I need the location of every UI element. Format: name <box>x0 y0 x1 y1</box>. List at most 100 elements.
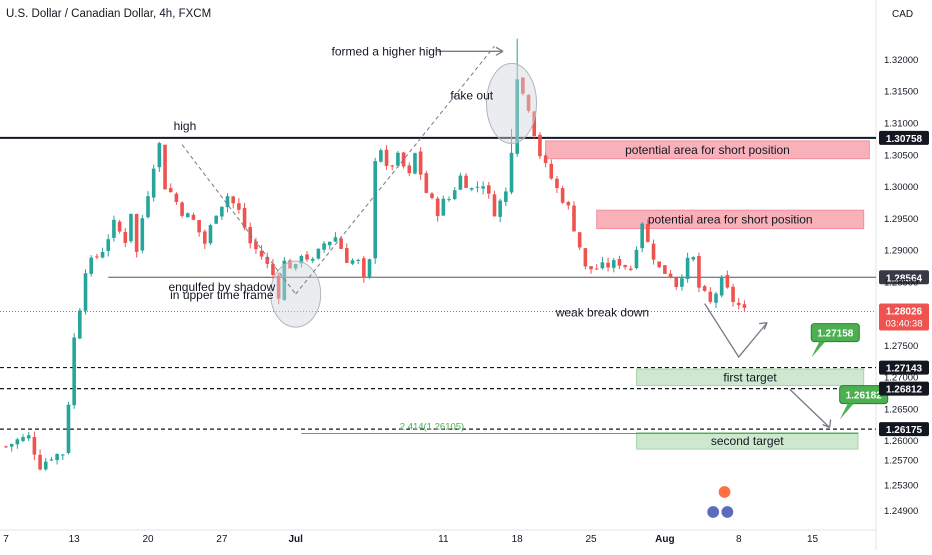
short-zone[interactable] <box>596 209 865 230</box>
candle-body <box>509 152 514 193</box>
candle-body <box>685 257 690 279</box>
target-zone[interactable] <box>635 368 865 387</box>
candle-body <box>163 144 167 190</box>
y-tick-label: 1.31500 <box>884 87 918 98</box>
candle-body <box>4 446 8 448</box>
candle-body <box>208 225 213 244</box>
candle-body <box>617 259 622 266</box>
candle-body <box>418 151 423 175</box>
candle-body <box>140 218 145 251</box>
candle-body <box>469 187 474 190</box>
fake-out-note: fake out <box>450 88 493 102</box>
candle-body <box>265 256 270 264</box>
zone-label: potential area for short position <box>625 143 790 157</box>
y-tick-label: 1.28500 <box>884 277 918 288</box>
candle-body <box>276 275 281 299</box>
candle-body <box>151 168 156 198</box>
candle-body <box>100 251 105 258</box>
candle-body <box>49 459 54 461</box>
projection-path[interactable] <box>704 303 768 359</box>
candle-body <box>356 259 360 261</box>
trend-dashed-line[interactable] <box>295 45 495 295</box>
level-price-label: 1.28564 <box>886 273 923 284</box>
target-badge-label: 1.26182 <box>846 391 883 402</box>
target-badge-pointer <box>811 341 826 358</box>
weak-break-note: weak break down <box>555 305 649 319</box>
level-price-tag <box>879 381 929 396</box>
candle-body <box>572 205 576 232</box>
candle-body <box>117 221 122 232</box>
x-tick-label: 25 <box>585 534 597 545</box>
x-tick-label: 7 <box>3 534 9 545</box>
candle-body <box>538 134 542 157</box>
target-zone[interactable] <box>635 432 859 450</box>
candle-body <box>32 437 37 455</box>
economic-event-icon[interactable] <box>720 504 735 520</box>
y-tick-label: 1.32000 <box>884 55 918 66</box>
candle-body <box>532 111 537 136</box>
arrow-head <box>759 322 768 330</box>
projection-path-2[interactable] <box>789 388 831 428</box>
candle-body <box>742 304 747 308</box>
candle-body <box>254 241 258 250</box>
arrow-head <box>495 46 504 56</box>
candle-body <box>674 277 679 288</box>
candle-body <box>646 224 650 242</box>
candle-body <box>396 152 400 166</box>
candle-body <box>180 202 184 216</box>
candle-body <box>452 190 457 200</box>
candle-body <box>515 79 519 154</box>
candle-body <box>680 278 684 287</box>
x-tick-label: Jul <box>288 534 303 545</box>
target-badge[interactable] <box>810 323 860 343</box>
candle-body <box>549 163 554 179</box>
trend-dashed-line[interactable] <box>181 144 297 295</box>
x-tick-label: 18 <box>512 534 524 545</box>
y-tick-label: 1.25300 <box>884 481 918 492</box>
candle-body <box>668 273 673 278</box>
candle-body <box>305 254 309 260</box>
candle-body <box>725 274 730 288</box>
candle-body <box>293 263 298 269</box>
candle-body <box>413 153 417 174</box>
candle-body <box>271 264 275 275</box>
economic-event-icon[interactable] <box>706 504 721 520</box>
level-price-tag <box>879 360 929 375</box>
currency-label: CAD <box>892 9 913 20</box>
candle-body <box>441 198 446 216</box>
zone-label: first target <box>723 370 777 384</box>
candle-body <box>543 155 548 164</box>
candle-body <box>61 454 65 456</box>
candle-body <box>157 143 162 168</box>
candle-body <box>504 191 508 202</box>
level-price-label: 1.30758 <box>886 134 923 145</box>
candle-body <box>583 248 588 267</box>
candle-body <box>651 243 656 260</box>
economic-event-icon[interactable] <box>717 484 732 500</box>
y-tick-label: 1.27500 <box>884 341 918 352</box>
fib-label: 2.414(1.26105) <box>400 422 464 433</box>
candle-body <box>407 165 412 174</box>
candle-body <box>83 273 88 311</box>
candle-body <box>589 266 593 270</box>
y-tick-label: 1.29000 <box>884 246 918 257</box>
short-zone[interactable] <box>545 140 870 160</box>
candle-body <box>38 454 42 470</box>
y-tick-label: 1.25700 <box>884 455 918 466</box>
higher-high-note: formed a higher high <box>332 44 442 58</box>
engulfed-note-2: in upper time frame <box>170 288 274 302</box>
candle-body <box>123 231 128 243</box>
candle-body <box>475 186 480 188</box>
candle-body <box>89 257 93 274</box>
candle-body <box>714 293 718 303</box>
candle-body <box>430 193 434 198</box>
y-tick-label: 1.31000 <box>884 118 918 129</box>
x-tick-label: 20 <box>142 534 154 545</box>
x-tick-label: 15 <box>807 534 819 545</box>
candle-body <box>611 260 616 268</box>
fakeout-circle[interactable] <box>486 62 538 144</box>
x-tick-label: 8 <box>736 534 742 545</box>
target-badge-pointer <box>839 403 854 420</box>
candle-body <box>310 258 315 261</box>
